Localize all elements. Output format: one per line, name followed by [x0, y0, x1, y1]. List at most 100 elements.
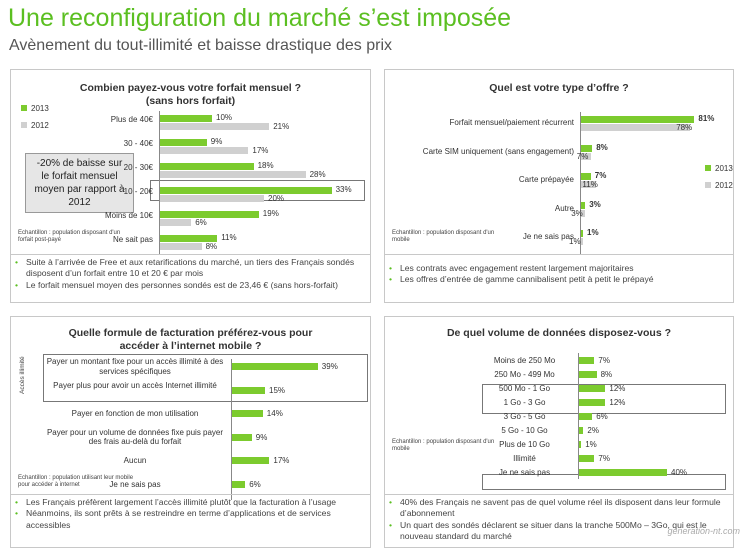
value-label-2013: 18%: [257, 161, 274, 170]
value-label-2012: 1%: [569, 237, 581, 246]
bar: [579, 469, 667, 476]
category-label: Carte prépayée: [518, 175, 574, 184]
value-label: 14%: [266, 409, 283, 418]
panel-monthly-price: Combien payez-vous votre forfait mensuel…: [10, 69, 371, 303]
category-label: 500 Mo - 1 Go: [498, 384, 551, 393]
sample-note: Echantillon : population disposant d'un …: [18, 230, 121, 243]
bar-2012: [581, 209, 586, 217]
bar-2013: [160, 235, 218, 242]
panel-data-volume: De quel volume de données disposez-vous …: [384, 316, 734, 548]
category-label: Payer plus pour avoir un accès Internet …: [53, 380, 217, 390]
bar: [579, 441, 582, 448]
legend-2012: 2012: [705, 181, 733, 190]
bar-2013: [160, 163, 254, 170]
category-label: Aucun: [123, 456, 147, 465]
value-label: 7%: [598, 356, 610, 365]
bar: [579, 371, 597, 378]
value-label-2013: 3%: [589, 199, 601, 209]
page-subtitle: Avènement du tout-illimité et baisse dra…: [9, 37, 393, 54]
highlight-box: [482, 384, 726, 414]
legend-swatch-green: [21, 105, 27, 111]
notes-section: 40% des Français ne savent pas de quel v…: [385, 494, 733, 548]
category-label: Payer en fonction de mon utilisation: [71, 409, 199, 418]
axis-line: [578, 353, 579, 479]
bar-2013: [581, 230, 583, 237]
category-label: Illimité: [513, 454, 536, 463]
bar-2012: [581, 152, 591, 160]
value-label-2012: 17%: [252, 146, 269, 155]
category-label: 20 - 30€: [123, 163, 153, 172]
value-label: 17%: [273, 456, 290, 465]
bar-2012: [581, 238, 583, 245]
sample-note: Echantillon : population disposant d'un …: [392, 439, 495, 452]
note-item: 40% des Français ne savent pas de quel v…: [389, 497, 733, 520]
note-item: Un quart des sondés déclarent se situer …: [389, 520, 733, 543]
value-label-2013: 11%: [221, 233, 237, 242]
value-label: 39%: [321, 362, 338, 371]
bar-2012: [160, 147, 249, 154]
legend-label: 2013: [715, 164, 733, 173]
legend-swatch-grey: [21, 122, 27, 128]
category-label: Payer un montant fixe pour un accès illi…: [46, 357, 224, 376]
bar-2012: [160, 171, 306, 178]
value-label-2012: 8%: [205, 242, 218, 251]
value-label-2012: 28%: [309, 170, 326, 179]
note-item: Les contrats avec engagement restent lar…: [389, 263, 733, 275]
note-item: Suite à l’arrivée de Free et aux retarif…: [15, 257, 370, 280]
bar-2013: [581, 116, 695, 123]
bar: [579, 413, 593, 420]
page-title: Une reconfiguration du marché s’est impo…: [8, 4, 512, 32]
bar-2013: [160, 139, 207, 146]
value-label-2012: 6%: [195, 218, 207, 227]
category-label: Moins de 250 Mo: [493, 356, 556, 365]
bar-2013: [581, 144, 593, 152]
value-label-2012: 7%: [576, 151, 589, 161]
value-label: 6%: [596, 412, 608, 421]
bar-2012: [581, 124, 691, 131]
value-label: 12%: [609, 384, 626, 393]
value-label-2012: 78%: [676, 123, 693, 132]
category-label: 10 - 20€: [123, 187, 153, 196]
value-label-2013: 10%: [216, 113, 233, 122]
category-label: Payer pour un volume de données fixe pui…: [46, 427, 224, 447]
panel-billing: Quelle formule de facturation préférez-v…: [10, 316, 371, 548]
value-label-2013: 7%: [594, 171, 607, 180]
value-label: 9%: [255, 432, 268, 442]
category-label: Forfait mensuel/paiement récurrent: [449, 118, 575, 127]
value-label: 40%: [671, 468, 688, 477]
axis-line: [580, 112, 581, 255]
category-label: Autre: [554, 203, 574, 213]
category-label: 1 Go - 3 Go: [503, 398, 546, 407]
category-label: 30 - 40€: [123, 139, 153, 148]
value-label: 6%: [249, 479, 261, 489]
sample-note: Echantillon : population disposant d'un …: [392, 230, 495, 243]
bar: [579, 385, 606, 392]
legend-swatch-grey: [705, 182, 711, 188]
panel-offer-type: Quel est votre type d’offre ? 2013 2012 …: [384, 69, 734, 303]
chart-area: Plus de 40€ 10% 21% 30 - 40€ 9% 17% 20 - 30€ 18…: [11, 70, 372, 255]
bar-2012: [581, 181, 597, 188]
legend-label: 2012: [31, 121, 49, 130]
value-label-2012: 3%: [571, 208, 583, 218]
notes-section: Les contrats avec engagement restent lar…: [385, 254, 733, 303]
value-label-2012: 20%: [268, 194, 285, 203]
callout-box: -20% de baisse sur le forfait mensuel mo…: [25, 153, 134, 213]
category-label: 3 Go - 5 Go: [503, 412, 546, 421]
watermark: generation-nt.com: [667, 526, 740, 536]
bar-2013: [160, 211, 259, 218]
note-item: Néanmoins, ils sont prêts à se restreind…: [15, 508, 370, 531]
chart-area: Forfait mensuel/paiement récurrent 81% 78%…: [385, 70, 735, 255]
bar: [579, 399, 606, 406]
category-label: Ne sait pas: [112, 235, 153, 244]
bar: [232, 386, 265, 394]
value-label: 15%: [269, 385, 286, 395]
sample-note: Echantillon : population utilisant leur …: [18, 475, 134, 488]
bar-2013: [160, 187, 332, 194]
value-label: 8%: [600, 370, 613, 379]
value-label: 7%: [598, 454, 610, 463]
highlight-box: [43, 354, 368, 402]
value-label: 1%: [585, 440, 597, 449]
category-label: Plus de 40€: [110, 115, 153, 124]
bar: [232, 433, 252, 441]
panel-title: Quelle formule de facturation préférez-v…: [68, 327, 313, 352]
